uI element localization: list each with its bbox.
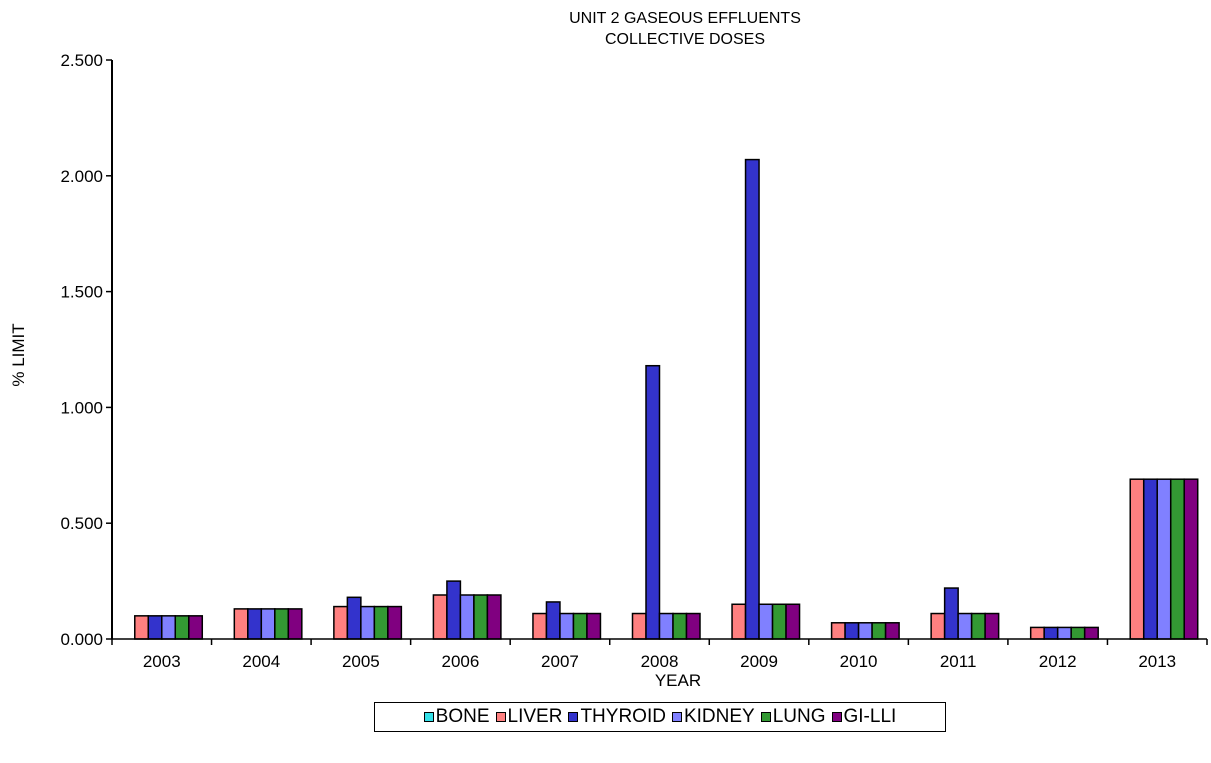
bar-liver-2005 — [333, 605, 349, 640]
bar-liver-2004 — [233, 608, 249, 640]
bar-thyroid-2005 — [346, 596, 362, 640]
bar-gi-lli-2011 — [984, 612, 1000, 640]
x-tick-label: 2007 — [541, 652, 579, 671]
bar-lung-2007 — [572, 612, 588, 640]
y-tick-label: 2.500 — [60, 51, 103, 70]
bar-liver-2007 — [532, 612, 548, 640]
x-tick-label: 2004 — [242, 652, 280, 671]
bar-kidney-2008 — [658, 612, 674, 640]
bar-lung-2008 — [672, 612, 688, 640]
bar-thyroid-2008 — [645, 364, 661, 640]
bar-gi-lli-2009 — [785, 603, 801, 640]
bar-thyroid-2010 — [844, 622, 860, 640]
y-tick-label: 1.000 — [60, 398, 103, 417]
legend-item-gi-lli: GI-LLI — [831, 706, 897, 728]
x-tick-label: 2009 — [740, 652, 778, 671]
legend-label-liver: LIVER — [507, 706, 563, 727]
legend-item-bone: BONE — [423, 706, 490, 728]
bar-liver-2003 — [134, 615, 150, 640]
bar-lung-2010 — [871, 622, 887, 640]
bar-kidney-2012 — [1056, 626, 1072, 640]
bar-lung-2013 — [1169, 478, 1185, 640]
y-tick-label: 0.500 — [60, 514, 103, 533]
y-axis-label: % LIMIT — [9, 323, 28, 386]
bar-kidney-2009 — [758, 603, 774, 640]
bar-gi-lli-2004 — [287, 608, 303, 640]
bar-gi-lli-2003 — [188, 615, 204, 640]
bar-kidney-2011 — [957, 612, 973, 640]
bar-thyroid-2004 — [247, 608, 263, 640]
bar-lung-2003 — [174, 615, 190, 640]
y-tick-label: 1.500 — [60, 283, 103, 302]
legend-item-kidney: KIDNEY — [671, 706, 755, 728]
legend-swatch-thyroid — [568, 712, 579, 722]
bar-kidney-2007 — [559, 612, 575, 640]
x-tick-label: 2005 — [342, 652, 380, 671]
legend-label-lung: LUNG — [772, 706, 826, 727]
legend-label-bone: BONE — [435, 706, 490, 727]
bar-gi-lli-2007 — [586, 612, 602, 640]
bar-gi-lli-2012 — [1083, 626, 1099, 640]
x-tick-label: 2003 — [143, 652, 181, 671]
bar-gi-lli-2005 — [387, 605, 403, 640]
bars-group — [134, 158, 1199, 640]
bar-kidney-2003 — [161, 615, 177, 640]
x-tick-label: 2006 — [441, 652, 479, 671]
legend-swatch-gi-lli — [831, 712, 842, 722]
bar-kidney-2006 — [459, 594, 475, 640]
legend-swatch-kidney — [671, 712, 682, 722]
bar-kidney-2013 — [1156, 478, 1172, 640]
bar-lung-2009 — [771, 603, 787, 640]
x-tick-label: 2012 — [1039, 652, 1077, 671]
bar-thyroid-2011 — [943, 587, 959, 640]
legend-swatch-lung — [760, 712, 771, 722]
x-tick-label: 2011 — [940, 652, 977, 671]
legend-item-thyroid: THYROID — [568, 706, 666, 728]
bar-thyroid-2007 — [545, 601, 561, 640]
y-tick-label: 2.000 — [60, 167, 103, 186]
bar-liver-2008 — [631, 612, 647, 640]
bar-kidney-2004 — [260, 608, 276, 640]
bar-kidney-2005 — [360, 605, 376, 640]
axes-group: 0.000 0.500 1.000 1.500 2.000 2.500 2003 2004 20… — [60, 51, 1208, 671]
bar-lung-2005 — [373, 605, 389, 640]
bar-thyroid-2006 — [446, 580, 462, 640]
bar-lung-2006 — [473, 594, 489, 640]
bar-liver-2009 — [731, 603, 747, 640]
x-tick-label: 2008 — [641, 652, 679, 671]
legend-label-thyroid: THYROID — [580, 706, 666, 727]
legend-label-gi-lli: GI-LLI — [843, 706, 897, 727]
legend-item-liver: LIVER — [495, 706, 563, 728]
legend-label-kidney: KIDNEY — [683, 706, 755, 727]
bar-thyroid-2009 — [744, 158, 760, 640]
bar-lung-2004 — [274, 608, 290, 640]
bar-liver-2013 — [1129, 478, 1145, 640]
bar-liver-2011 — [930, 612, 946, 640]
chart-title-line-1: UNIT 2 GASEOUS EFFLUENTS — [569, 10, 801, 27]
legend: BONE LIVER THYROID KIDNEY LUNG GI-LLI — [374, 702, 946, 732]
bar-thyroid-2013 — [1142, 478, 1158, 640]
x-tick-label: 2013 — [1138, 652, 1176, 671]
bar-liver-2006 — [432, 594, 448, 640]
bar-liver-2010 — [830, 622, 846, 640]
bar-lung-2012 — [1070, 626, 1086, 640]
chart-title-line-2: COLLECTIVE DOSES — [605, 31, 765, 48]
legend-item-lung: LUNG — [760, 706, 826, 728]
bar-thyroid-2012 — [1043, 626, 1059, 640]
bar-kidney-2010 — [857, 622, 873, 640]
bar-gi-lli-2013 — [1183, 478, 1199, 640]
bar-gi-lli-2010 — [884, 622, 900, 640]
legend-swatch-bone — [423, 712, 434, 722]
x-tick-label: 2010 — [840, 652, 878, 671]
bar-liver-2012 — [1029, 626, 1045, 640]
bar-gi-lli-2008 — [685, 612, 701, 640]
y-tick-label: 0.000 — [60, 630, 103, 649]
bar-lung-2011 — [970, 612, 986, 640]
chart-svg: UNIT 2 GASEOUS EFFLUENTS COLLECTIVE DOSE… — [9, 10, 1208, 690]
x-axis-label: YEAR — [655, 671, 701, 690]
bar-thyroid-2003 — [147, 615, 163, 640]
legend-swatch-liver — [495, 712, 506, 722]
bar-gi-lli-2006 — [486, 594, 502, 640]
